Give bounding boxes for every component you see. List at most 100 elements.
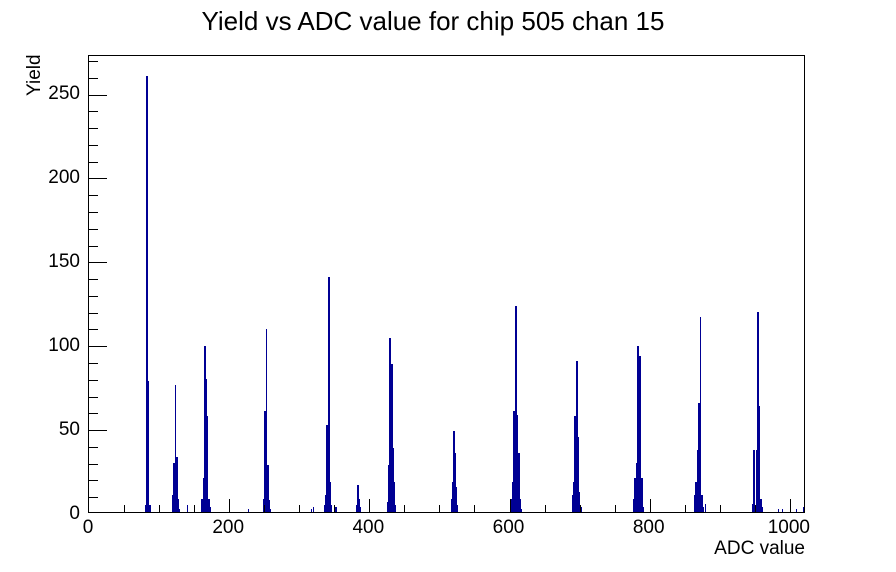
x-axis-minor-tick [334, 505, 336, 512]
y-axis-minor-tick [89, 161, 98, 163]
y-axis-minor-tick [89, 497, 98, 499]
histogram-bar [248, 508, 250, 512]
histogram-bar [760, 498, 762, 512]
x-axis-major-tick [369, 499, 371, 512]
x-axis-minor-tick [684, 505, 686, 512]
y-axis-major-tick [89, 346, 107, 348]
y-axis-minor-tick [89, 446, 98, 448]
x-axis-minor-tick [264, 505, 266, 512]
histogram-bar [325, 495, 327, 512]
histogram-bar [641, 478, 644, 512]
histogram-bar [574, 416, 577, 512]
y-axis-minor-tick [89, 463, 98, 465]
histogram-bar [575, 361, 578, 512]
histogram-bar [173, 463, 175, 512]
histogram-bar [310, 508, 312, 512]
histogram-bar [519, 498, 521, 512]
y-axis-minor-tick [89, 279, 98, 281]
histogram-bar [580, 506, 582, 512]
x-axis-minor-tick [614, 505, 616, 512]
histogram-bar [209, 506, 211, 512]
y-axis-minor-tick [89, 396, 98, 398]
histogram-bar [201, 498, 203, 512]
histogram-bar [270, 508, 272, 512]
y-axis-minor-tick [89, 128, 98, 130]
histogram-bar [637, 345, 639, 512]
histogram-bar [327, 277, 330, 512]
y-axis-minor-tick [89, 312, 98, 314]
histogram-bar [174, 384, 177, 512]
y-axis-minor-tick [89, 379, 98, 381]
y-tick-label: 250 [48, 83, 80, 105]
histogram-bar [457, 505, 459, 512]
y-axis-minor-tick [89, 144, 98, 146]
y-tick-label: 100 [48, 334, 80, 356]
histogram-bar [395, 505, 397, 512]
y-axis-minor-tick [89, 295, 98, 297]
histogram-bar [145, 75, 148, 512]
histogram-bar [643, 506, 645, 512]
histogram-bar [453, 431, 455, 512]
histogram-bar [329, 481, 332, 512]
histogram-bar [203, 345, 206, 512]
x-axis-major-tick [509, 499, 511, 512]
y-axis-minor-tick [89, 77, 98, 79]
plot-frame [88, 55, 805, 513]
histogram-bar [268, 500, 271, 512]
histogram-bar [756, 312, 759, 512]
x-tick-label: 600 [492, 517, 525, 538]
x-tick-label: 1000 [767, 517, 811, 538]
chart-title: Yield vs ADC value for chip 505 chan 15 [201, 6, 665, 36]
y-axis-title: Yield [24, 54, 45, 96]
histogram-bar [635, 463, 638, 512]
y-axis-major-tick [89, 262, 107, 264]
histogram-bar [326, 424, 329, 512]
histogram-bar [573, 481, 575, 512]
histogram-bar [755, 449, 758, 512]
histogram-bar [758, 406, 761, 512]
histogram-bar [392, 448, 394, 512]
histogram-bar [149, 505, 151, 512]
histogram-bar [386, 501, 389, 512]
histogram-bar [450, 498, 453, 512]
histogram-bar [516, 414, 519, 512]
histogram-bar [571, 495, 574, 512]
histogram-bar [640, 478, 642, 512]
histogram-bar [702, 506, 704, 512]
histogram-bar [263, 498, 265, 512]
histogram-bar [513, 411, 516, 512]
histogram-bar [696, 449, 699, 512]
histogram-bar [451, 481, 454, 512]
histogram-bar [313, 506, 315, 512]
histogram-bar [514, 305, 517, 512]
x-axis-minor-tick [159, 505, 161, 512]
x-axis-title: ADC value [714, 538, 805, 559]
histogram-bar [205, 379, 208, 512]
histogram-bar [761, 506, 763, 512]
histogram-bar [324, 505, 326, 512]
y-axis-minor-tick [89, 212, 98, 214]
histogram-bar [172, 495, 174, 512]
x-axis-minor-tick [124, 505, 126, 512]
histogram-bar [158, 506, 160, 512]
histogram-bar [753, 449, 756, 512]
histogram-bar [388, 465, 390, 512]
y-axis-minor-tick [89, 195, 98, 197]
histogram-bar [796, 508, 798, 512]
histogram-bar [265, 329, 268, 512]
histogram-bar [389, 337, 392, 512]
histogram-bar [178, 508, 180, 512]
x-axis-minor-tick [754, 505, 756, 512]
histogram-bar [694, 495, 696, 512]
x-tick-label: 400 [352, 517, 385, 538]
x-tick-label: 200 [212, 517, 245, 538]
y-axis-major-tick [89, 178, 107, 180]
x-axis-major-tick [789, 499, 791, 512]
histogram-bar [187, 505, 189, 512]
histogram-bar [518, 453, 520, 512]
y-axis-major-tick [89, 430, 107, 432]
histogram-bar [359, 506, 362, 512]
histogram-bar [390, 364, 393, 512]
histogram-bar [695, 481, 697, 512]
